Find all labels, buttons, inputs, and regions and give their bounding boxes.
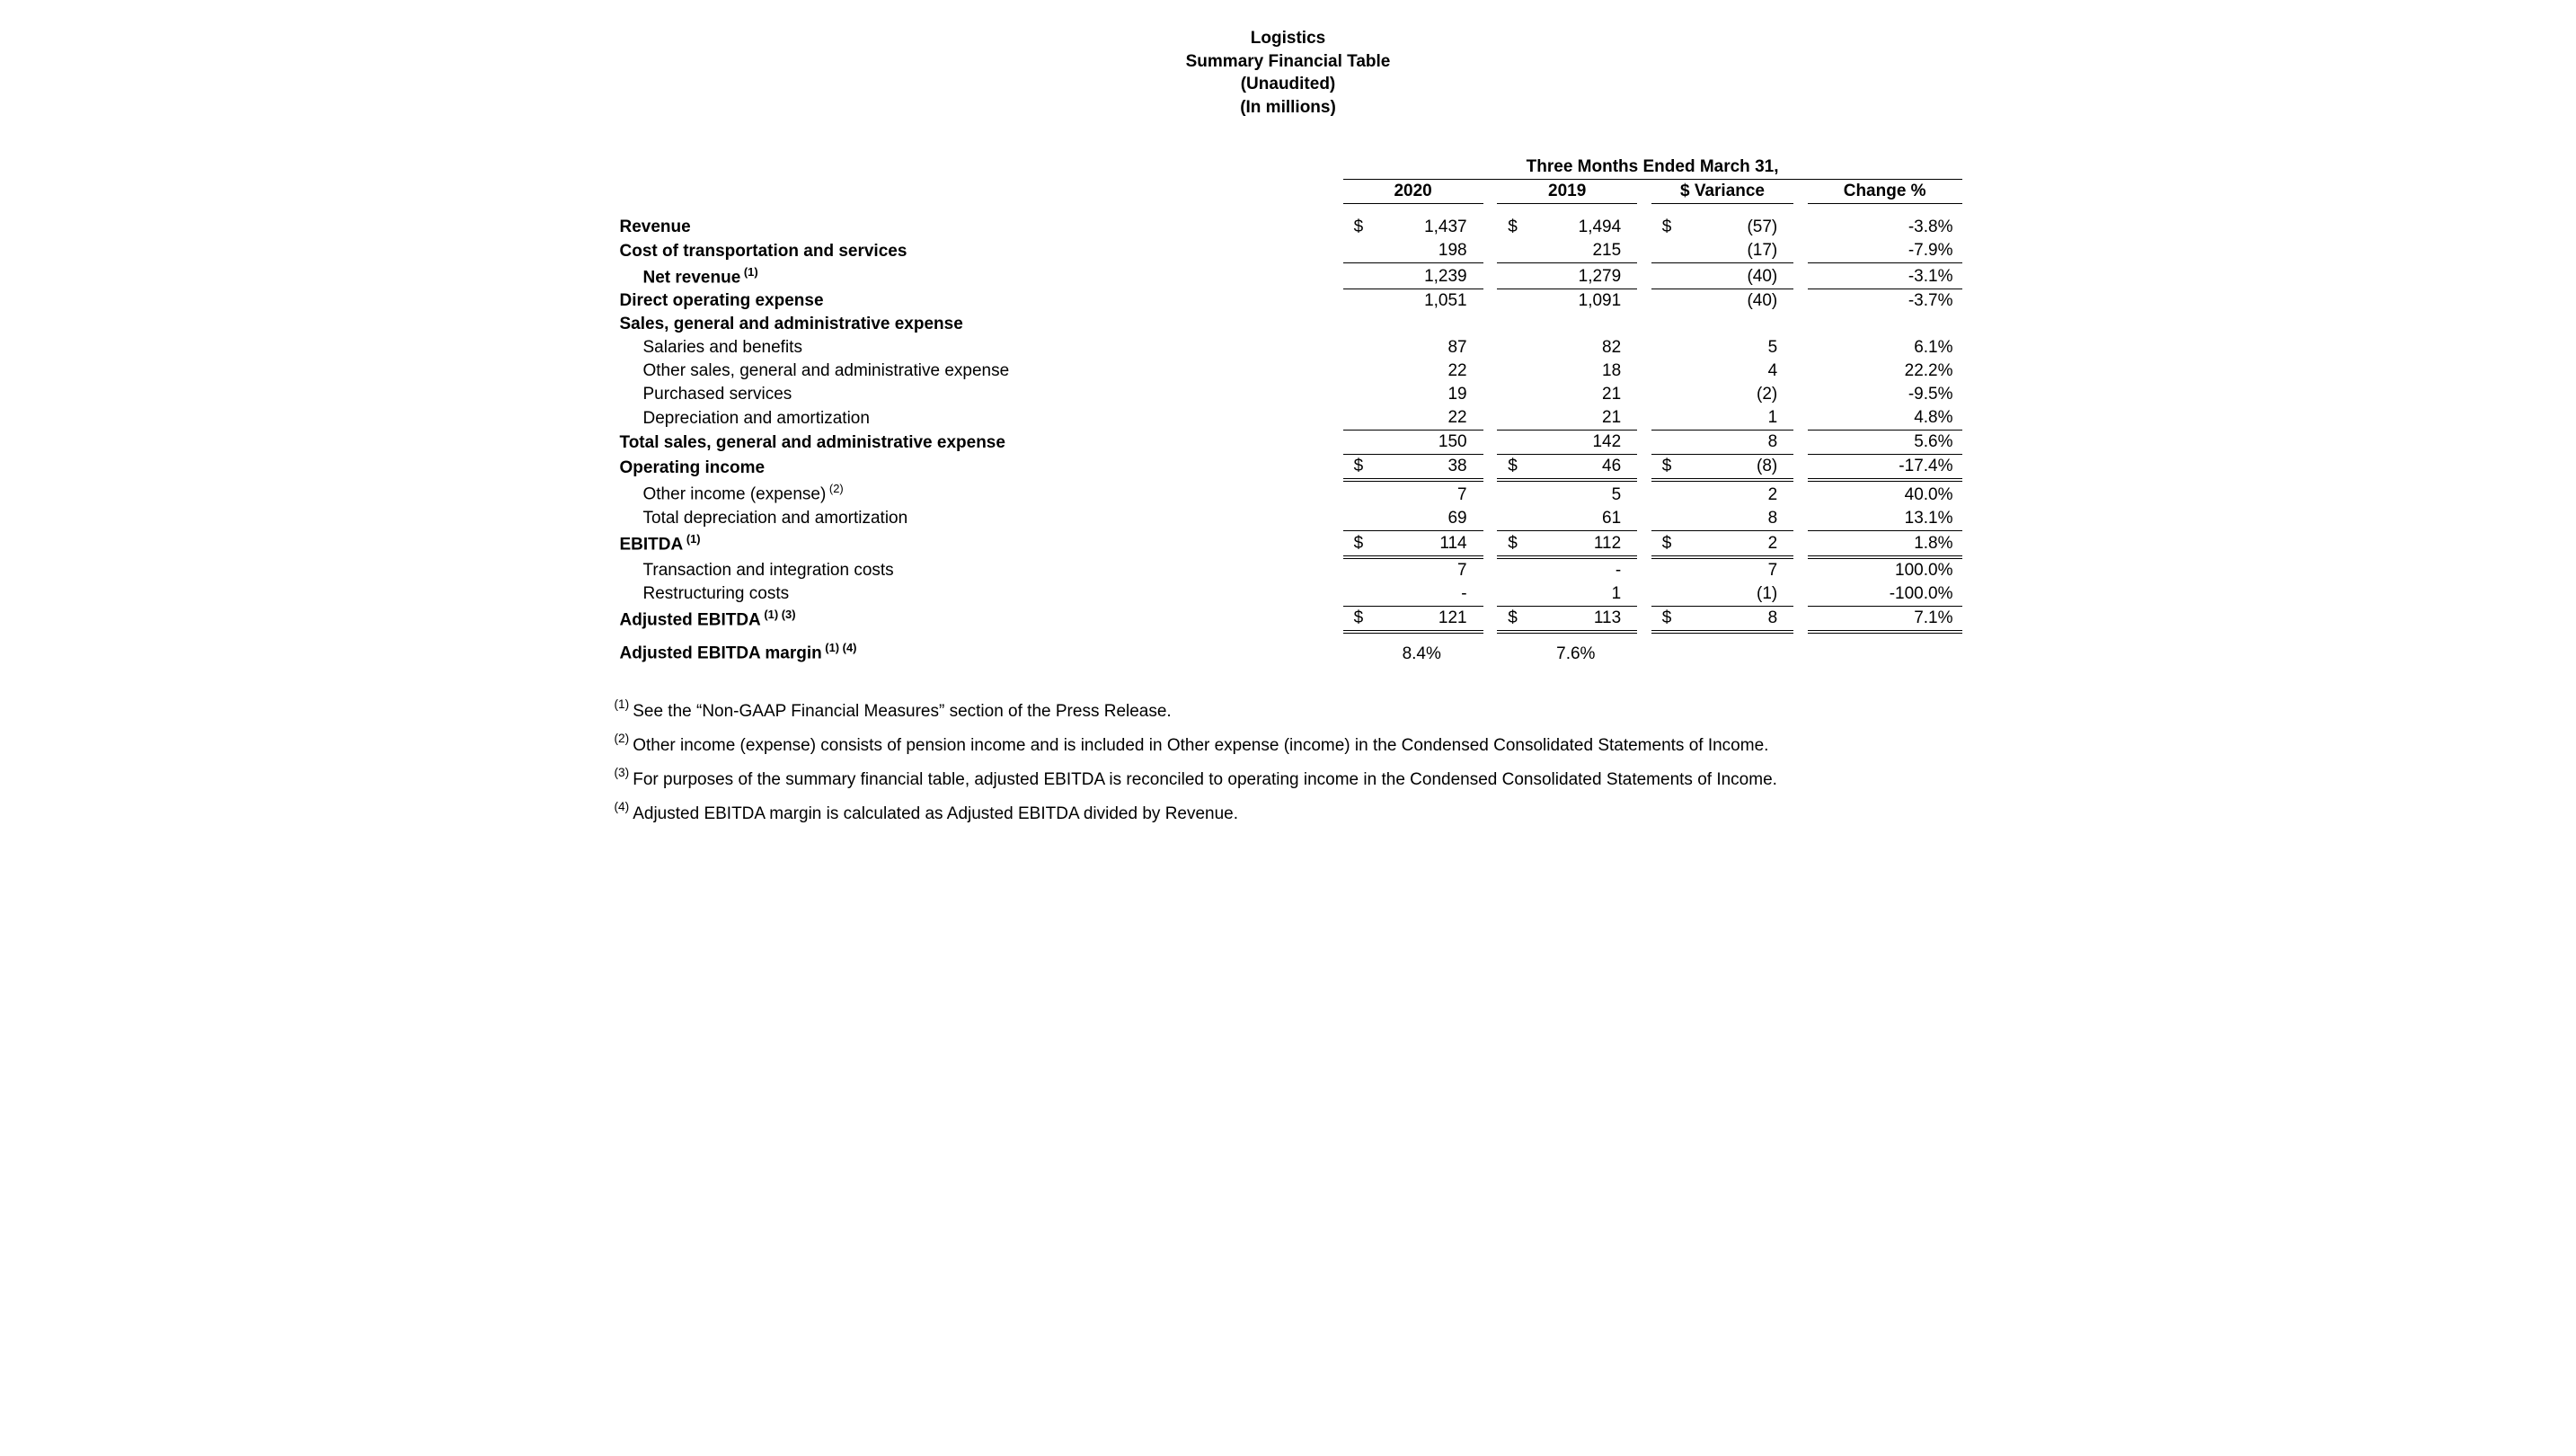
header-span-row: Three Months Ended March 31, bbox=[615, 155, 1962, 180]
row-revenue: Revenue$1,437$1,494$(57)-3.8% bbox=[615, 216, 1962, 239]
table-body: Revenue$1,437$1,494$(57)-3.8%Cost of tra… bbox=[615, 216, 1962, 666]
row-net_rev: Net revenue (1)1,2391,279(40)-3.1% bbox=[615, 263, 1962, 289]
row-label: Total depreciation and amortization bbox=[615, 507, 1343, 531]
row-label: Cost of transportation and services bbox=[615, 239, 1343, 263]
row-label: Revenue bbox=[615, 216, 1343, 239]
title-line-2: Summary Financial Table bbox=[615, 50, 1962, 74]
row-label: Restructuring costs bbox=[615, 582, 1343, 607]
footnote: (2) Other income (expense) consists of p… bbox=[615, 729, 1962, 763]
row-sal_ben: Salaries and benefits878256.1% bbox=[615, 336, 1962, 360]
row-label: Adjusted EBITDA (1) (3) bbox=[615, 606, 1343, 632]
row-trans_int: Transaction and integration costs7-7100.… bbox=[615, 557, 1962, 582]
title-line-4: (In millions) bbox=[615, 96, 1962, 120]
row-other_sga: Other sales, general and administrative … bbox=[615, 360, 1962, 383]
row-adj_ebitda_margin: Adjusted EBITDA margin (1) (4)8.4%7.6% bbox=[615, 632, 1962, 665]
col-change: Change % bbox=[1808, 179, 1962, 203]
footnote: (3) For purposes of the summary financia… bbox=[615, 763, 1962, 797]
row-other_inc: Other income (expense) (2)75240.0% bbox=[615, 480, 1962, 506]
row-label: Transaction and integration costs bbox=[615, 557, 1343, 582]
span-header: Three Months Ended March 31, bbox=[1343, 155, 1962, 180]
row-label: Operating income bbox=[615, 455, 1343, 481]
col-variance: $ Variance bbox=[1651, 179, 1793, 203]
row-label: Other sales, general and administrative … bbox=[615, 360, 1343, 383]
row-label: Depreciation and amortization bbox=[615, 406, 1343, 431]
row-label: Other income (expense) (2) bbox=[615, 480, 1343, 506]
row-purch: Purchased services1921(2)-9.5% bbox=[615, 383, 1962, 406]
row-label: Salaries and benefits bbox=[615, 336, 1343, 360]
row-direct_op: Direct operating expense1,0511,091(40)-3… bbox=[615, 289, 1962, 314]
row-label: Direct operating expense bbox=[615, 289, 1343, 314]
row-cost: Cost of transportation and services19821… bbox=[615, 239, 1962, 263]
row-op_income: Operating income$38$46$(8)-17.4% bbox=[615, 455, 1962, 481]
footnote: (1) See the “Non-GAAP Financial Measures… bbox=[615, 695, 1962, 729]
row-label: Purchased services bbox=[615, 383, 1343, 406]
title-line-1: Logistics bbox=[615, 27, 1962, 50]
col-2020: 2020 bbox=[1343, 179, 1483, 203]
financial-table-container: Logistics Summary Financial Table (Unaud… bbox=[615, 27, 1962, 831]
financial-table: Three Months Ended March 31, 2020 2019 $… bbox=[615, 155, 1962, 666]
row-dep_amort: Depreciation and amortization222114.8% bbox=[615, 406, 1962, 431]
row-ebitda: EBITDA (1)$114$112$21.8% bbox=[615, 530, 1962, 556]
row-total_da: Total depreciation and amortization69618… bbox=[615, 507, 1962, 531]
footnotes: (1) See the “Non-GAAP Financial Measures… bbox=[615, 695, 1962, 831]
row-restruct: Restructuring costs-1(1)-100.0% bbox=[615, 582, 1962, 607]
row-label: Total sales, general and administrative … bbox=[615, 431, 1343, 455]
title-line-3: (Unaudited) bbox=[615, 73, 1962, 96]
row-sga_header: Sales, general and administrative expens… bbox=[615, 313, 1962, 336]
row-total_sga: Total sales, general and administrative … bbox=[615, 431, 1962, 455]
row-label: Sales, general and administrative expens… bbox=[615, 313, 1343, 336]
row-label: Net revenue (1) bbox=[615, 263, 1343, 289]
title-block: Logistics Summary Financial Table (Unaud… bbox=[615, 27, 1962, 120]
header-cols-row: 2020 2019 $ Variance Change % bbox=[615, 179, 1962, 203]
col-2019: 2019 bbox=[1497, 179, 1637, 203]
spacer-row bbox=[615, 203, 1962, 216]
footnote: (4) Adjusted EBITDA margin is calculated… bbox=[615, 797, 1962, 831]
row-adj_ebitda: Adjusted EBITDA (1) (3)$121$113$87.1% bbox=[615, 606, 1962, 632]
row-label: Adjusted EBITDA margin (1) (4) bbox=[615, 632, 1343, 665]
row-label: EBITDA (1) bbox=[615, 530, 1343, 556]
